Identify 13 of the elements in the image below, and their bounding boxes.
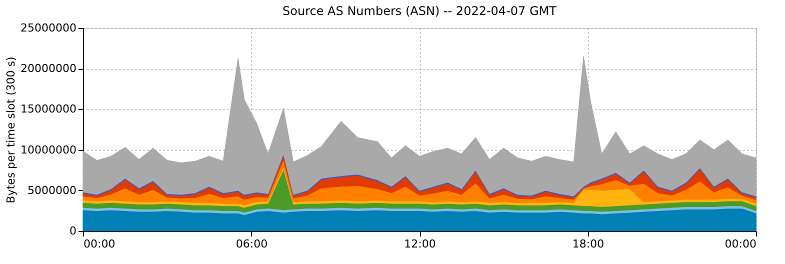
chart-title: Source AS Numbers (ASN) -- 2022-04-07 GMT bbox=[282, 4, 558, 18]
y-axis-title: Bytes per time slot (300 s) bbox=[4, 56, 18, 204]
y-tick-label: 0 bbox=[70, 224, 76, 238]
y-tick-label: 15000000 bbox=[20, 102, 76, 116]
x-tick-label: 00:00 bbox=[724, 238, 756, 250]
y-tick-label: 20000000 bbox=[20, 62, 76, 76]
x-tick-label: 00:00 bbox=[84, 238, 116, 250]
x-tick-label: 06:00 bbox=[236, 238, 268, 250]
x-tick-label: 12:00 bbox=[404, 238, 436, 250]
y-tick-label: 10000000 bbox=[20, 143, 76, 156]
y-tick-label: 5000000 bbox=[28, 184, 76, 197]
y-tick-label: 25000000 bbox=[20, 22, 76, 34]
x-tick-label: 18:00 bbox=[572, 238, 604, 250]
